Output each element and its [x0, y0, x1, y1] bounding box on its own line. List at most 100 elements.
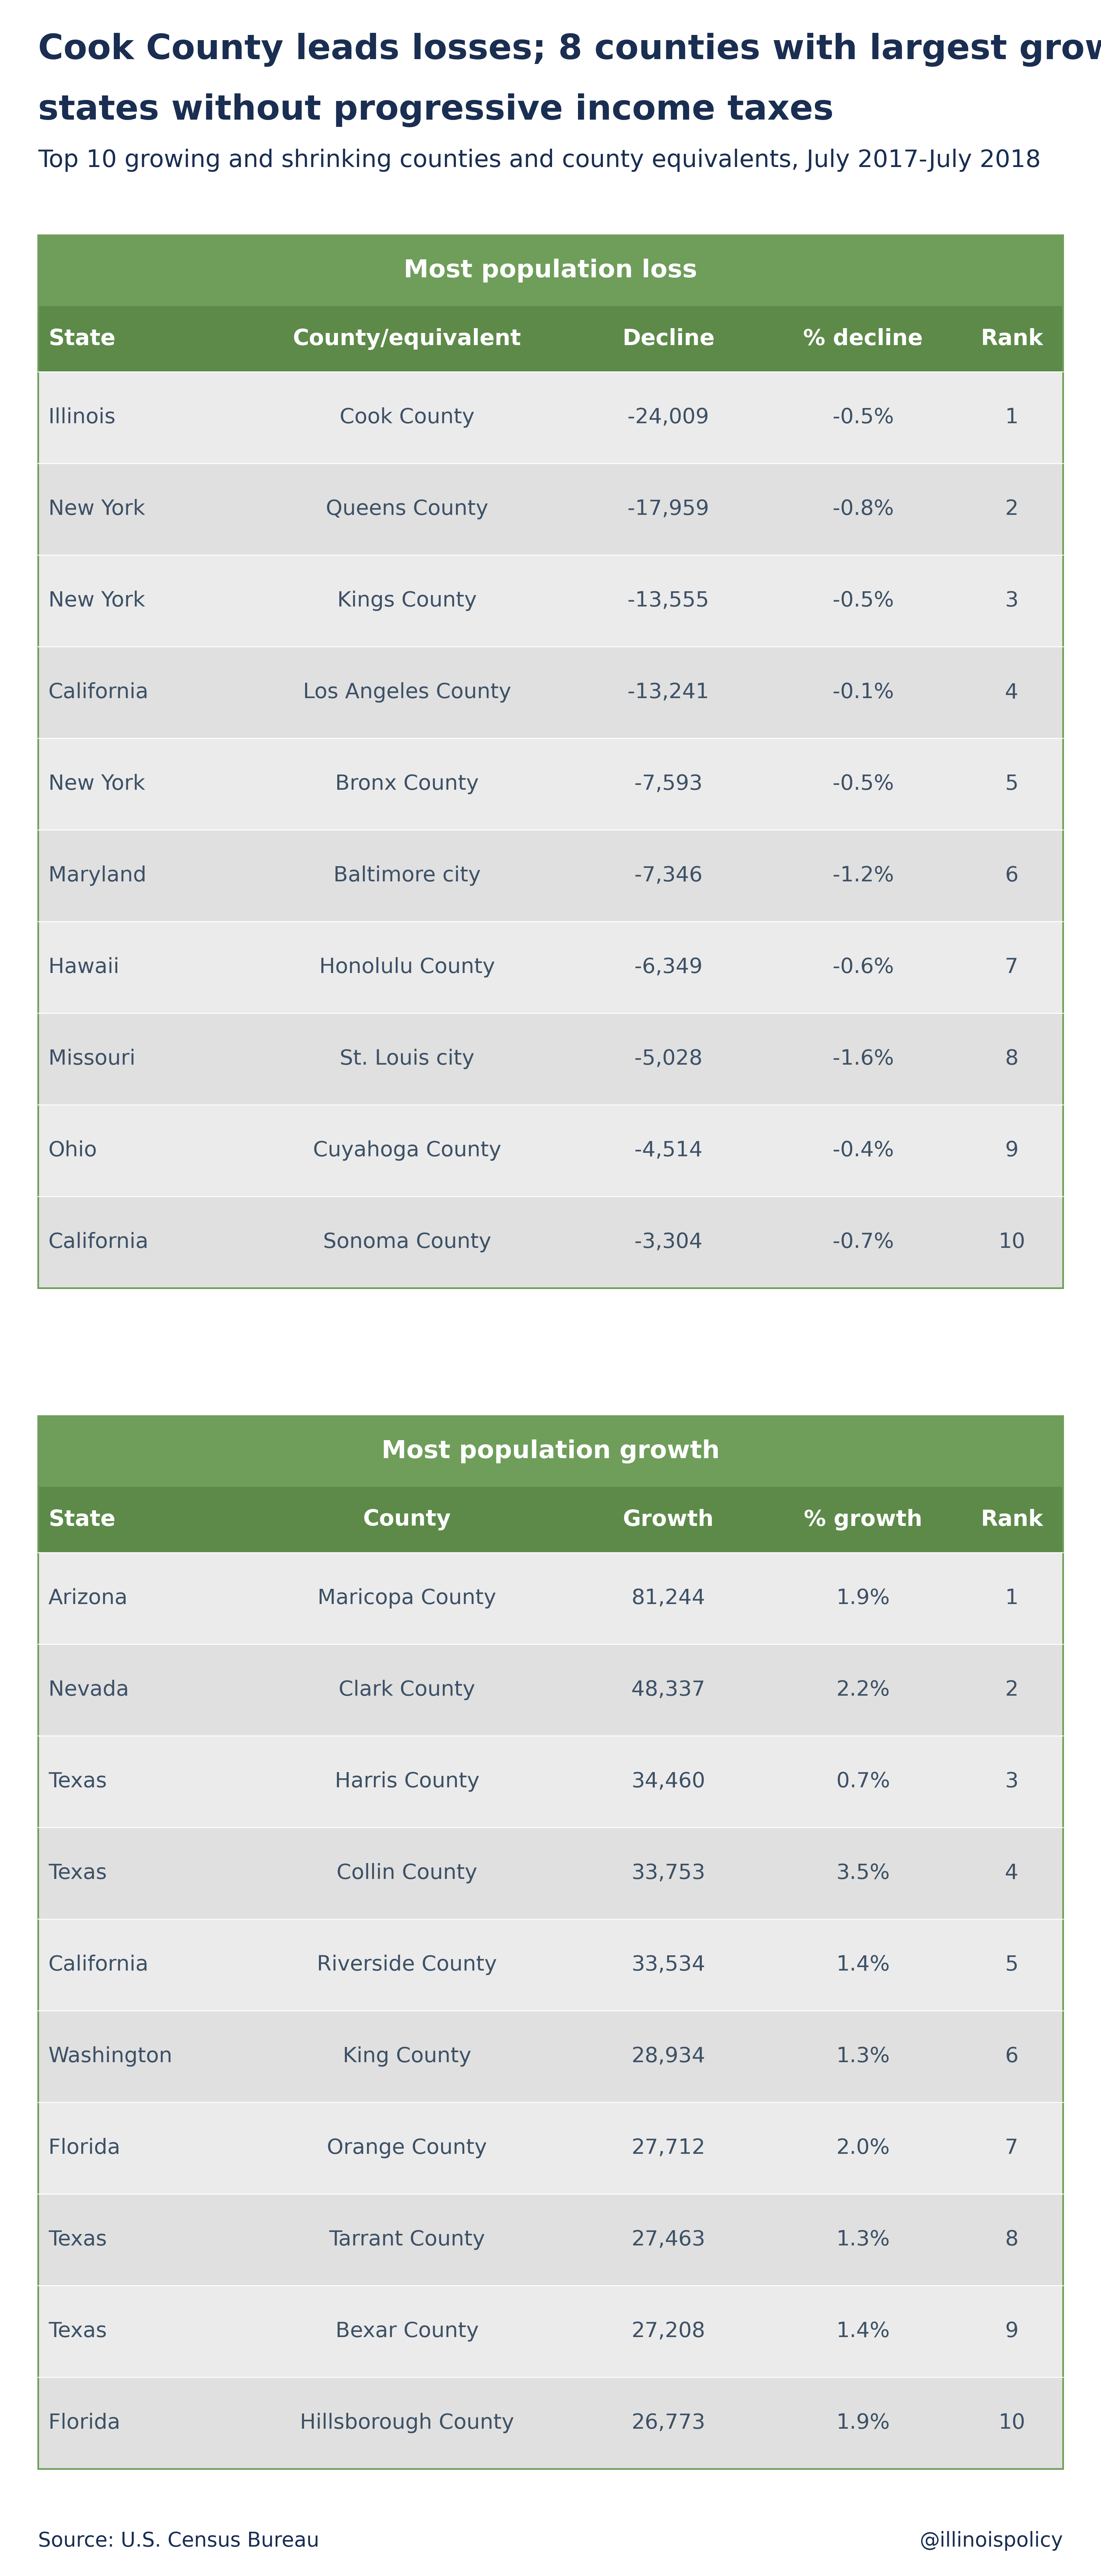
Text: Most population growth: Most population growth — [381, 1440, 720, 1463]
Text: 1.3%: 1.3% — [837, 2231, 890, 2249]
Text: -4,514: -4,514 — [634, 1141, 702, 1162]
Text: -24,009: -24,009 — [628, 407, 709, 428]
Text: 0.7%: 0.7% — [837, 1772, 890, 1793]
Text: Kings County: Kings County — [337, 590, 477, 611]
Text: California: California — [48, 1231, 149, 1252]
Text: 26,773: 26,773 — [631, 2414, 706, 2434]
Text: states without progressive income taxes: states without progressive income taxes — [39, 93, 833, 126]
Text: @illinoispolicy: @illinoispolicy — [919, 2532, 1062, 2550]
Text: 1.4%: 1.4% — [837, 2321, 890, 2342]
Text: Illinois: Illinois — [48, 407, 116, 428]
Text: Florida: Florida — [48, 2138, 120, 2159]
Text: 1.4%: 1.4% — [837, 1955, 890, 1976]
Text: County/equivalent: County/equivalent — [293, 327, 521, 350]
Bar — [39, 2195, 1062, 2285]
Bar — [39, 1486, 1062, 1553]
Text: Washington: Washington — [48, 2045, 173, 2066]
Bar — [39, 1105, 1062, 1195]
Text: Texas: Texas — [48, 1862, 107, 1883]
Text: 10: 10 — [999, 1231, 1025, 1252]
Text: 28,934: 28,934 — [631, 2045, 706, 2066]
Text: Texas: Texas — [48, 1772, 107, 1793]
Text: -0.5%: -0.5% — [832, 590, 894, 611]
Bar — [39, 464, 1062, 554]
Text: Orange County: Orange County — [327, 2138, 487, 2159]
Text: 5: 5 — [1005, 1955, 1018, 1976]
Text: State: State — [48, 1510, 116, 1530]
Text: -1.2%: -1.2% — [832, 866, 894, 886]
Text: -6,349: -6,349 — [634, 958, 702, 976]
Text: Queens County: Queens County — [326, 500, 488, 520]
Text: 7: 7 — [1005, 2138, 1018, 2159]
Text: Baltimore city: Baltimore city — [334, 866, 481, 886]
Text: Rank: Rank — [981, 1510, 1043, 1530]
Text: New York: New York — [48, 590, 145, 611]
Text: Texas: Texas — [48, 2321, 107, 2342]
Text: King County: King County — [342, 2045, 471, 2066]
Text: Source: U.S. Census Bureau: Source: U.S. Census Bureau — [39, 2532, 319, 2550]
Text: 7: 7 — [1005, 958, 1018, 976]
Text: 33,753: 33,753 — [631, 1862, 706, 1883]
Text: -0.5%: -0.5% — [832, 773, 894, 793]
Bar — [39, 234, 1062, 307]
Text: 2: 2 — [1005, 500, 1018, 520]
Text: California: California — [48, 683, 149, 703]
Bar — [39, 647, 1062, 739]
Text: 3: 3 — [1005, 1772, 1018, 1793]
Text: 2.0%: 2.0% — [837, 2138, 890, 2159]
Text: 10: 10 — [999, 2414, 1025, 2434]
Text: Nevada: Nevada — [48, 1680, 129, 1700]
Text: 8: 8 — [1005, 1048, 1018, 1069]
Text: Cook County: Cook County — [339, 407, 475, 428]
Text: Rank: Rank — [981, 327, 1043, 350]
Text: -0.7%: -0.7% — [832, 1231, 894, 1252]
Text: -7,346: -7,346 — [634, 866, 702, 886]
Text: -17,959: -17,959 — [628, 500, 709, 520]
Text: Missouri: Missouri — [48, 1048, 135, 1069]
Text: Arizona: Arizona — [48, 1589, 128, 1607]
Text: State: State — [48, 327, 116, 350]
Text: Ohio: Ohio — [48, 1141, 97, 1162]
Text: Decline: Decline — [622, 327, 715, 350]
Bar — [39, 739, 1062, 829]
Text: 1: 1 — [1005, 407, 1018, 428]
Text: % growth: % growth — [804, 1510, 923, 1530]
Bar — [39, 2012, 1062, 2102]
Text: -7,593: -7,593 — [634, 773, 702, 793]
Text: Riverside County: Riverside County — [317, 1955, 497, 1976]
Bar — [39, 1736, 1062, 1826]
Text: Texas: Texas — [48, 2231, 107, 2249]
Bar — [39, 234, 1062, 1288]
Bar — [39, 1826, 1062, 1919]
Text: -13,241: -13,241 — [628, 683, 709, 703]
Text: 27,208: 27,208 — [632, 2321, 706, 2342]
Text: -5,028: -5,028 — [634, 1048, 702, 1069]
Text: Maryland: Maryland — [48, 866, 146, 886]
Text: 2: 2 — [1005, 1680, 1018, 1700]
Text: St. Louis city: St. Louis city — [339, 1048, 475, 1069]
Text: 33,534: 33,534 — [631, 1955, 706, 1976]
Text: Cook County leads losses; 8 counties with largest growth were in: Cook County leads losses; 8 counties wit… — [39, 33, 1101, 67]
Text: Sonoma County: Sonoma County — [323, 1231, 491, 1252]
Text: 27,712: 27,712 — [631, 2138, 706, 2159]
Text: Maricopa County: Maricopa County — [318, 1589, 497, 1607]
Bar — [39, 1417, 1062, 1486]
Bar — [39, 2378, 1062, 2468]
Bar — [39, 829, 1062, 922]
Text: Collin County: Collin County — [337, 1862, 478, 1883]
Text: 6: 6 — [1005, 2045, 1018, 2066]
Bar — [39, 1643, 1062, 1736]
Text: 1.9%: 1.9% — [837, 1589, 890, 1607]
Text: 27,463: 27,463 — [631, 2231, 706, 2249]
Text: -0.6%: -0.6% — [832, 958, 894, 976]
Text: Cuyahoga County: Cuyahoga County — [313, 1141, 501, 1162]
Text: Top 10 growing and shrinking counties and county equivalents, July 2017-July 201: Top 10 growing and shrinking counties an… — [39, 149, 1040, 173]
Bar — [39, 1195, 1062, 1288]
Text: -0.8%: -0.8% — [832, 500, 894, 520]
Bar — [39, 922, 1062, 1012]
Text: 6: 6 — [1005, 866, 1018, 886]
Text: 5: 5 — [1005, 773, 1018, 793]
Text: New York: New York — [48, 500, 145, 520]
Text: 4: 4 — [1005, 683, 1018, 703]
Text: 1.9%: 1.9% — [837, 2414, 890, 2434]
